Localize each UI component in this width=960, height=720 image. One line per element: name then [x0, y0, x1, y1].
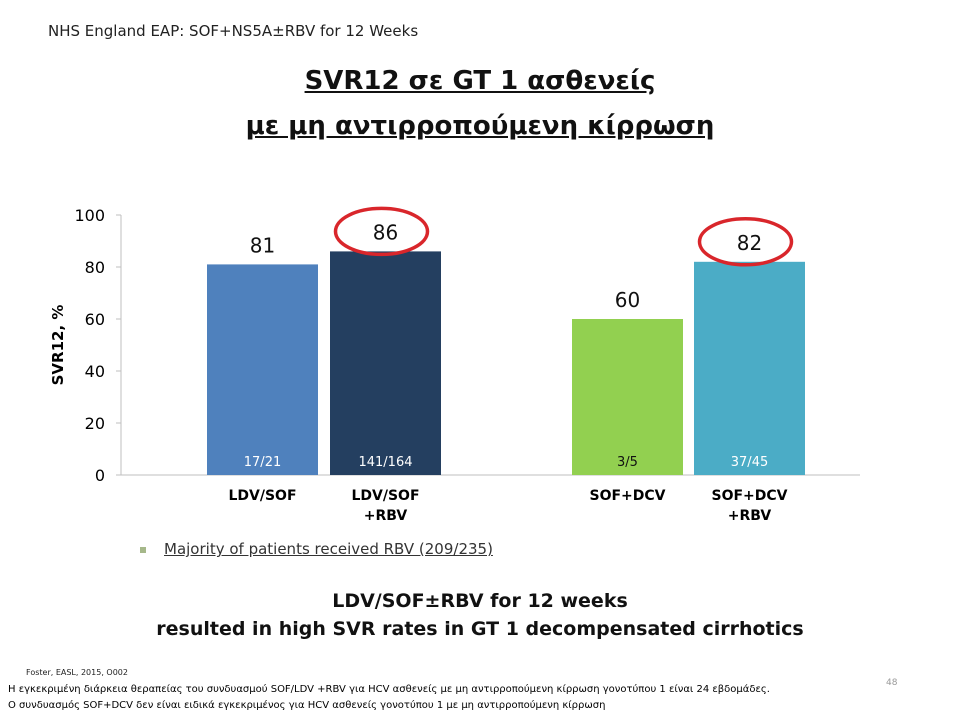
svr12-bar-chart: 0 20 40 60 80 100 SVR12, % 81 17/21 LDV/SOF 86 141/…: [49, 206, 860, 524]
bar: [207, 264, 318, 475]
slide-title-line2: με μη αντιρροπούμενη κίρρωση: [245, 111, 715, 141]
bar-value-label: 81: [250, 233, 275, 257]
y-tick-label: 0: [95, 466, 105, 485]
bar: [572, 319, 683, 475]
bullet-text: Majority of patients received RBV (209/2…: [164, 540, 493, 558]
bar: [694, 261, 805, 475]
footnote-line1: Η εγκεκριμένη διάρκεια θεραπείας του συν…: [8, 684, 770, 695]
slide-header: NHS England EAP: SOF+NS5A±RBV for 12 Wee…: [48, 22, 419, 40]
bar-value-label: 60: [615, 288, 640, 312]
bar-fraction-label: 141/164: [358, 455, 412, 470]
bullet-square-icon: [140, 546, 146, 553]
footnote-line2: Ο συνδυασμός SOF+DCV δεν είναι ειδικά εγ…: [8, 700, 606, 711]
y-tick-label: 100: [74, 206, 105, 225]
bar-value-label: 82: [737, 231, 762, 255]
y-tick-label: 40: [85, 362, 105, 381]
bullet-note: Majority of patients received RBV (209/2…: [140, 540, 493, 558]
bar-fraction-label: 3/5: [617, 455, 638, 470]
reference: Foster, EASL, 2015, O002: [26, 668, 128, 677]
conclusion-line2: resulted in high SVR rates in GT 1 decom…: [156, 618, 804, 640]
category-label: +RBV: [728, 508, 772, 524]
slide-title-line1: SVR12 σε GT 1 ασθενείς: [304, 66, 656, 96]
highlight-circle: [333, 206, 430, 257]
highlight-circle: [697, 217, 794, 267]
conclusion-line1: LDV/SOF±RBV for 12 weeks: [332, 590, 628, 612]
y-tick-label: 60: [85, 310, 105, 329]
category-label: LDV/SOF: [228, 488, 296, 504]
bar: [330, 251, 441, 475]
category-label: SOF+DCV: [711, 488, 787, 504]
category-label: +RBV: [364, 508, 408, 524]
y-tick-label: 80: [85, 258, 105, 277]
category-label: LDV/SOF: [351, 488, 419, 504]
bar-fraction-label: 37/45: [731, 455, 768, 470]
page-number: 48: [886, 678, 898, 688]
category-label: SOF+DCV: [589, 488, 665, 504]
bar-value-label: 86: [373, 220, 398, 244]
bar-fraction-label: 17/21: [244, 455, 281, 470]
y-tick-label: 20: [85, 414, 105, 433]
y-axis-title: SVR12, %: [49, 305, 67, 386]
